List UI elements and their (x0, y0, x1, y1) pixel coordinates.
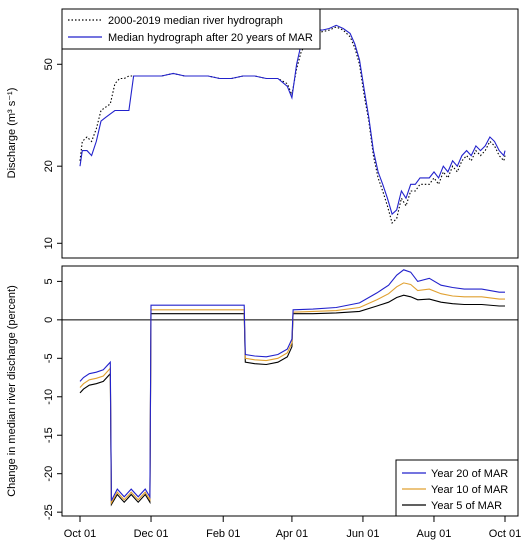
discharge-y-tick-label: 50 (43, 58, 55, 70)
x-tick-label: Feb 01 (206, 528, 240, 540)
change-y-axis: -25 -20 -15 -10 -5 0 5 (43, 278, 62, 520)
change-y-tick-label: 0 (43, 317, 55, 323)
legend-label-year5: Year 5 of MAR (431, 500, 502, 512)
x-tick-label: Oct 01 (489, 528, 521, 540)
change-y-tick-label: 5 (43, 278, 55, 284)
year5-change-line (79, 294, 505, 507)
change-y-tick-label: -10 (43, 389, 55, 405)
x-axis: Oct 01 Dec 01 Feb 01 Apr 01 Jun 01 Aug 01 Oct … (64, 516, 521, 540)
x-tick-label: Dec 01 (134, 528, 169, 540)
median-hydrograph-line (79, 26, 506, 225)
legend-label-year20: Year 20 of MAR (431, 468, 508, 480)
legend-label-year10: Year 10 of MAR (431, 484, 508, 496)
change-series (79, 269, 505, 507)
discharge-y-axis-label: Discharge (m³ s⁻¹) (6, 88, 18, 179)
discharge-legend: 2000-2019 median river hydrograph Median… (61, 8, 321, 50)
year20-change-line (79, 269, 505, 501)
change-y-tick-label: -25 (43, 504, 55, 520)
discharge-legend-box (61, 8, 321, 50)
change-plot-frame (61, 265, 519, 517)
change-y-axis-label: Change in median river discharge (percen… (6, 285, 18, 497)
change-y-tick-label: -15 (43, 427, 55, 443)
change-legend: Year 20 of MAR Year 10 of MAR Year 5 of … (395, 459, 519, 517)
mar20-hydrograph-line (79, 24, 506, 216)
change-panel: -25 -20 -15 -10 -5 0 5 Change in median river … (6, 265, 519, 520)
x-tick-label: Apr 01 (276, 528, 308, 540)
legend-label-median: 2000-2019 median river hydrograph (108, 15, 283, 27)
year10-change-line (79, 282, 505, 506)
x-tick-label: Oct 01 (64, 528, 96, 540)
discharge-y-tick-label: 10 (43, 237, 55, 249)
change-y-tick-label: -5 (43, 353, 55, 363)
legend-label-mar20: Median hydrograph after 20 years of MAR (108, 32, 313, 44)
discharge-panel: 10 20 50 Discharge (m³ s⁻¹) 2000-2019 medi… (6, 8, 519, 259)
x-tick-label: Aug 01 (417, 528, 452, 540)
x-tick-label: Jun 01 (346, 528, 379, 540)
discharge-series (79, 24, 506, 225)
change-legend-box (395, 459, 519, 517)
discharge-y-axis: 10 20 50 (43, 58, 62, 249)
discharge-y-tick-label: 20 (43, 160, 55, 172)
change-y-tick-label: -20 (43, 466, 55, 482)
